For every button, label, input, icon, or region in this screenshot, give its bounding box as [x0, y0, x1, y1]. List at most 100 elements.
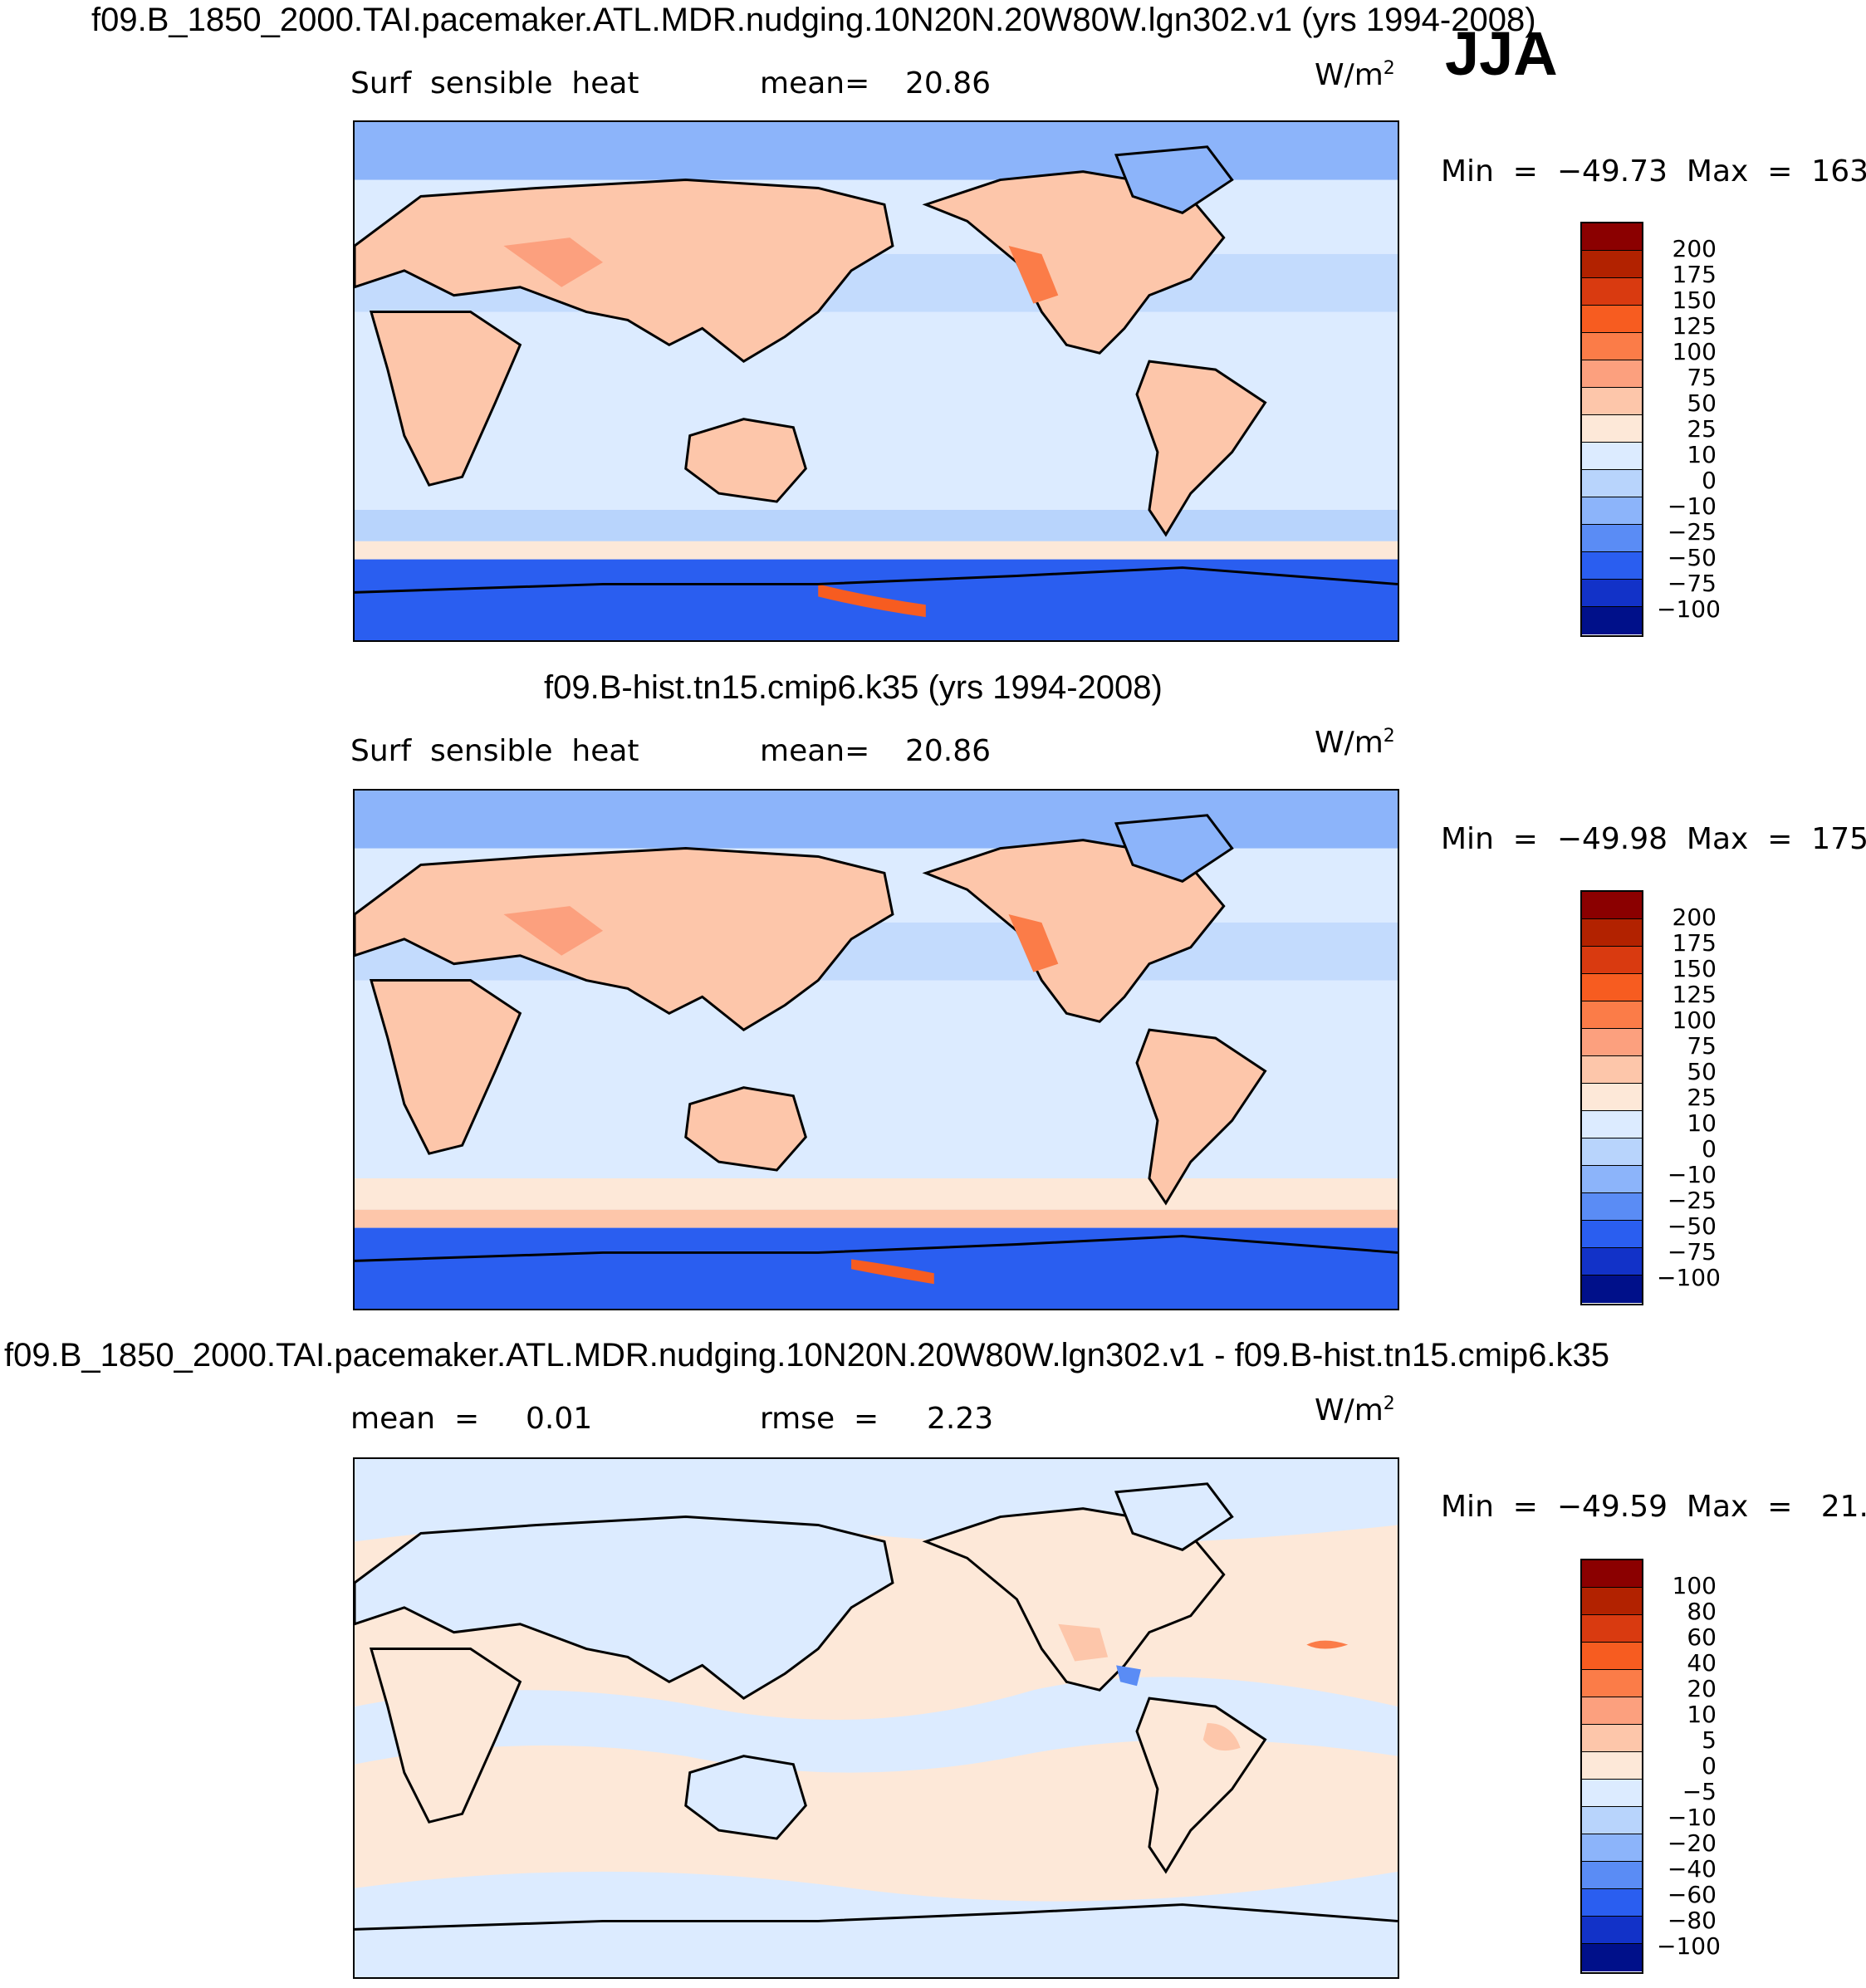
panel-1-colorbar-swatch [1582, 552, 1642, 580]
panel-1-colorbar-tick: 150 [1672, 286, 1717, 314]
panel-2-units: W/m2 [1315, 726, 1395, 760]
panel-3-mean-value: 0.01 [526, 1402, 593, 1436]
panel-3-colorbar-swatch [1582, 1889, 1642, 1917]
panel-2-map [353, 789, 1399, 1310]
panel-3-colorbar-swatch [1582, 1615, 1642, 1643]
panel-1-colorbar-swatch [1582, 388, 1642, 415]
panel-1-colorbar-tick: −50 [1667, 544, 1717, 571]
panel-2-title: f09.B-hist.tn15.cmip6.k35 (yrs 1994-2008… [544, 669, 1163, 706]
panel-1-colorbar-swatch [1582, 306, 1642, 333]
panel-1-colorbar-swatch [1582, 580, 1642, 607]
panel-2-colorbar-swatch [1582, 1221, 1642, 1248]
panel-2-colorbar-swatch [1582, 892, 1642, 919]
panel-2-colorbar-swatch [1582, 1111, 1642, 1138]
panel-1-colorbar-tick: 0 [1702, 467, 1717, 494]
panel-3-colorbar-tick: −20 [1667, 1829, 1717, 1857]
panel-1-colorbar-tick: −10 [1667, 492, 1717, 520]
panel-3-colorbar-swatch [1582, 1588, 1642, 1615]
panel-1-colorbar-tick: 125 [1672, 312, 1717, 340]
panel-3-title: f09.B_1850_2000.TAI.pacemaker.ATL.MDR.nu… [4, 1337, 1609, 1373]
panel-2-colorbar-swatch [1582, 1001, 1642, 1029]
panel-1-colorbar-tick: 200 [1672, 235, 1717, 262]
panel-3-colorbar-swatch [1582, 1807, 1642, 1834]
panel-2-colorbar-tick: −50 [1667, 1212, 1717, 1240]
panel-3-colorbar-tick: 40 [1687, 1649, 1717, 1677]
panel-3-rmse-value: 2.23 [927, 1402, 994, 1436]
panel-2-colorbar-tick: −25 [1667, 1187, 1717, 1214]
panel-2-colorbar-swatch [1582, 947, 1642, 974]
panel-1-colorbar-swatch [1582, 470, 1642, 497]
panel-2-colorbar-tick: 200 [1672, 903, 1717, 931]
panel-1-colorbar-tick: 100 [1672, 338, 1717, 365]
panel-3-colorbar-swatch [1582, 1917, 1642, 1944]
panel-2-colorbar-swatch [1582, 974, 1642, 1001]
panel-3-colorbar-swatch [1582, 1862, 1642, 1889]
panel-1-map [353, 120, 1399, 642]
panel-3-colorbar-swatch [1582, 1834, 1642, 1862]
panel-2-colorbar-tick: 125 [1672, 981, 1717, 1008]
panel-3-colorbar-tick: 0 [1702, 1752, 1717, 1780]
season-label: JJA [1445, 19, 1558, 88]
panel-2-colorbar-swatch [1582, 1276, 1642, 1303]
panel-1-colorbar-tick: −75 [1667, 570, 1717, 597]
panel-2-colorbar-tick: 50 [1687, 1058, 1717, 1085]
panel-1-colorbar-tick: −25 [1667, 518, 1717, 546]
panel-1-colorbar [1580, 222, 1643, 637]
panel-1-minmax: Min = −49.73 Max = 163.63 [1441, 154, 1866, 189]
panel-1-mean-value: 20.86 [905, 66, 992, 100]
panel-2-colorbar-swatch [1582, 919, 1642, 947]
panel-1-map-field [355, 122, 1398, 640]
panel-2-colorbar-swatch [1582, 1248, 1642, 1276]
panel-3-units: W/m2 [1315, 1393, 1395, 1427]
panel-2-colorbar-swatch [1582, 1056, 1642, 1084]
panel-1-colorbar-swatch [1582, 223, 1642, 251]
panel-3-colorbar-swatch [1582, 1944, 1642, 1971]
panel-1-colorbar-tick: 10 [1687, 441, 1717, 468]
panel-3-colorbar-swatch [1582, 1725, 1642, 1752]
panel-1-colorbar-swatch [1582, 415, 1642, 443]
panel-2-colorbar-swatch [1582, 1193, 1642, 1221]
panel-2-mean-label: mean= [760, 734, 870, 768]
panel-1-colorbar-tick: 75 [1687, 364, 1717, 391]
panel-2-colorbar-tick: 100 [1672, 1006, 1717, 1034]
panel-1-title: f09.B_1850_2000.TAI.pacemaker.ATL.MDR.nu… [91, 2, 1536, 38]
panel-1-colorbar-tick: 25 [1687, 415, 1717, 443]
panel-1-colorbar-swatch [1582, 443, 1642, 470]
panel-2-colorbar-swatch [1582, 1138, 1642, 1166]
panel-2-colorbar-swatch [1582, 1084, 1642, 1111]
panel-3-rmse-label: rmse = [760, 1402, 879, 1436]
panel-3-colorbar-tick: 5 [1702, 1726, 1717, 1754]
panel-3-map-field [355, 1459, 1398, 1977]
panel-2-colorbar-tick: 75 [1687, 1032, 1717, 1060]
panel-2-mean-value: 20.86 [905, 734, 992, 768]
panel-3-colorbar-tick: 100 [1672, 1572, 1717, 1599]
panel-1-colorbar-swatch [1582, 525, 1642, 552]
panel-2-colorbar-tick: 0 [1702, 1135, 1717, 1163]
panel-1-units: W/m2 [1315, 58, 1395, 92]
panel-2-colorbar-swatch [1582, 1166, 1642, 1193]
panel-3-colorbar-tick: −40 [1667, 1855, 1717, 1883]
panel-3-mean-label: mean = [350, 1402, 480, 1436]
panel-1-colorbar-swatch [1582, 278, 1642, 306]
panel-2-colorbar-tick: −75 [1667, 1238, 1717, 1266]
panel-3-map [353, 1457, 1399, 1979]
panel-2-colorbar [1580, 890, 1643, 1305]
panel-3-colorbar-tick: −100 [1657, 1932, 1721, 1960]
panel-1-colorbar-swatch [1582, 251, 1642, 278]
panel-1-colorbar-swatch [1582, 607, 1642, 634]
panel-2-colorbar-tick: −100 [1657, 1264, 1721, 1291]
panel-1-colorbar-tick: 50 [1687, 389, 1717, 417]
panel-3-colorbar-swatch [1582, 1643, 1642, 1670]
panel-2-map-field [355, 791, 1398, 1309]
panel-3-minmax: Min = −49.59 Max = 21.98 [1441, 1490, 1866, 1524]
panel-3-colorbar-swatch [1582, 1670, 1642, 1697]
panel-1-colorbar-tick: 175 [1672, 261, 1717, 288]
panel-1-colorbar-swatch [1582, 497, 1642, 525]
panel-2-variable-label: Surf sensible heat [350, 734, 639, 768]
panel-3-colorbar [1580, 1559, 1643, 1974]
panel-1-variable-label: Surf sensible heat [350, 66, 639, 100]
panel-3-colorbar-swatch [1582, 1752, 1642, 1780]
panel-2-colorbar-tick: −10 [1667, 1161, 1717, 1188]
panel-3-colorbar-swatch [1582, 1560, 1642, 1588]
panel-1-colorbar-swatch [1582, 333, 1642, 360]
